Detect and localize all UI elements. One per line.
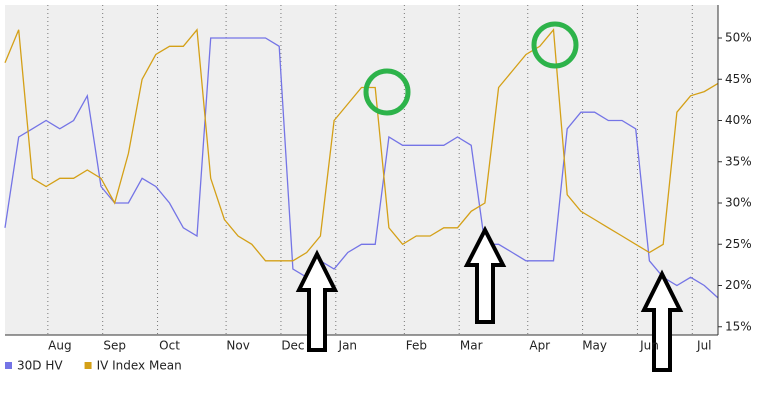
y-tick-label: 20% — [725, 278, 752, 292]
highlight-circle — [363, 68, 411, 116]
x-tick-label: Jul — [696, 339, 711, 353]
y-tick-label: 15% — [725, 319, 752, 333]
legend-swatch — [5, 362, 12, 369]
y-tick-label: 35% — [725, 154, 752, 168]
arrow — [295, 249, 339, 352]
plot-area — [5, 5, 718, 335]
x-tick-label: Sep — [103, 339, 126, 353]
x-tick-label: Nov — [226, 339, 249, 353]
arrow — [463, 225, 507, 324]
series-line — [4, 37, 719, 299]
y-tick-label: 30% — [725, 196, 752, 210]
arrow — [640, 269, 684, 372]
x-tick-label: Apr — [529, 339, 550, 353]
x-tick-label: Jun — [639, 339, 659, 353]
x-tick-label: Jan — [338, 339, 358, 353]
legend-label: 30D HV — [17, 359, 63, 373]
y-tick-label: 45% — [725, 72, 752, 86]
y-tick-label: 40% — [725, 113, 752, 127]
y-tick-label: 25% — [725, 237, 752, 251]
x-tick-label: Aug — [48, 339, 71, 353]
x-tick-label: Mar — [460, 339, 483, 353]
annotations — [295, 21, 684, 372]
x-tick-label: Oct — [159, 339, 180, 353]
x-tick-label: Feb — [406, 339, 427, 353]
x-tick-label: May — [582, 339, 607, 353]
legend-swatch — [84, 362, 92, 369]
highlight-circle — [531, 21, 579, 69]
x-tick-label: Dec — [281, 339, 304, 353]
series-line — [4, 28, 719, 262]
y-tick-label: 50% — [725, 31, 752, 45]
legend-label: IV Index Mean — [97, 359, 182, 373]
lines — [4, 28, 719, 299]
